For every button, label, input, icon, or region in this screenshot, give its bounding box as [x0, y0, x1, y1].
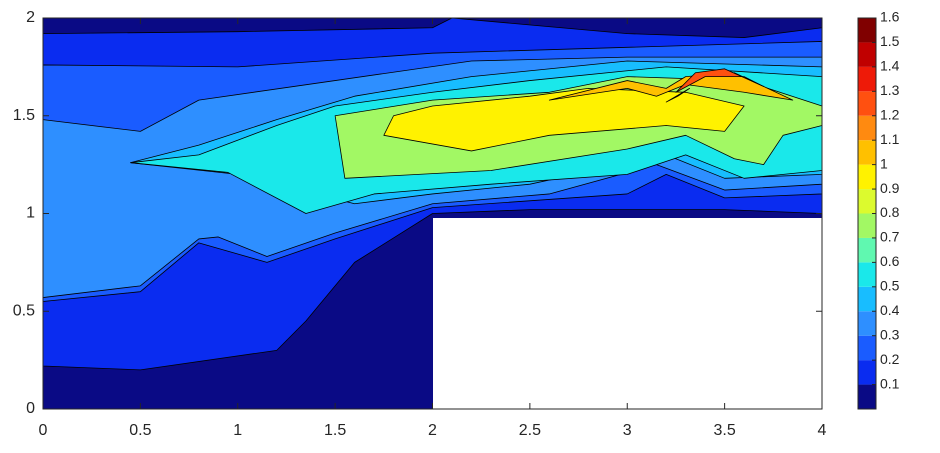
colorbar-tick-label: 1.5: [880, 33, 900, 49]
contour-band: [383, 87, 745, 152]
colorbar-tick-label: 1.3: [880, 82, 900, 98]
x-tick-label: 3: [623, 422, 632, 439]
colorbar-swatch: [858, 262, 876, 287]
colorbar-swatch: [858, 335, 876, 361]
y-tick-label: 1: [26, 205, 35, 222]
colorbar-tick-label: 0.5: [880, 278, 900, 294]
colorbar-tick-label: 0.2: [880, 351, 900, 367]
x-tick-label: 0: [39, 422, 48, 439]
y-tick-label: 0.5: [13, 302, 35, 319]
colorbar-swatch: [858, 189, 876, 214]
x-tick-label: 2: [428, 422, 437, 439]
colorbar-swatch: [858, 384, 876, 409]
colorbar-tick-label: 1.1: [880, 131, 900, 147]
colorbar-tick-label: 0.9: [880, 180, 900, 196]
contour-band: [675, 68, 764, 93]
colorbar-swatch: [858, 18, 876, 43]
colorbar-tick-label: 1.2: [880, 106, 900, 122]
colorbar-tick-label: 0.8: [880, 204, 900, 220]
x-tick-label: 0.5: [129, 422, 151, 439]
colorbar-swatch: [858, 42, 876, 67]
contour-band: [665, 87, 690, 103]
colorbar-tick-label: 0.4: [880, 302, 900, 318]
colorbar: 0.1 0.2 0.3 0.4 0.5 0.6 0.7 0.8 0.9 1 1.1 1.2 1.3 1.4…: [857, 9, 900, 410]
x-tick-label: 3.5: [714, 422, 736, 439]
colorbar-tick-label: 0.6: [880, 253, 900, 269]
colorbar-swatch: [858, 91, 876, 116]
y-tick-label: 1.5: [13, 107, 35, 124]
contour-plot: [42, 17, 823, 410]
colorbar-tick-label: 1.4: [880, 58, 900, 74]
contour-band: [548, 72, 794, 101]
x-tick-label: 1: [233, 422, 242, 439]
y-tick-label: 2: [26, 9, 35, 26]
colorbar-swatch: [858, 311, 876, 336]
colorbar-tick-label: 0.7: [880, 229, 900, 245]
colorbar-tick-label: 1: [880, 155, 888, 171]
colorbar-swatch: [858, 115, 876, 141]
colorbar-swatch: [858, 140, 876, 165]
y-tick-label: 0: [26, 400, 35, 417]
x-tick-label: 2.5: [519, 422, 541, 439]
colorbar-swatch: [858, 286, 876, 312]
x-tick-label: 1.5: [324, 422, 346, 439]
colorbar-tick-label: 1.6: [880, 9, 900, 25]
colorbar-swatch: [858, 164, 876, 190]
colorbar-swatch: [858, 237, 876, 263]
colorbar-swatch: [858, 213, 876, 238]
empty-region: [433, 218, 822, 409]
colorbar-tick-label: 0.1: [880, 375, 900, 391]
colorbar-tick-label: 0.3: [880, 326, 900, 342]
colorbar-swatch: [858, 66, 876, 92]
colorbar-swatch: [858, 360, 876, 385]
x-tick-label: 4: [818, 422, 827, 439]
